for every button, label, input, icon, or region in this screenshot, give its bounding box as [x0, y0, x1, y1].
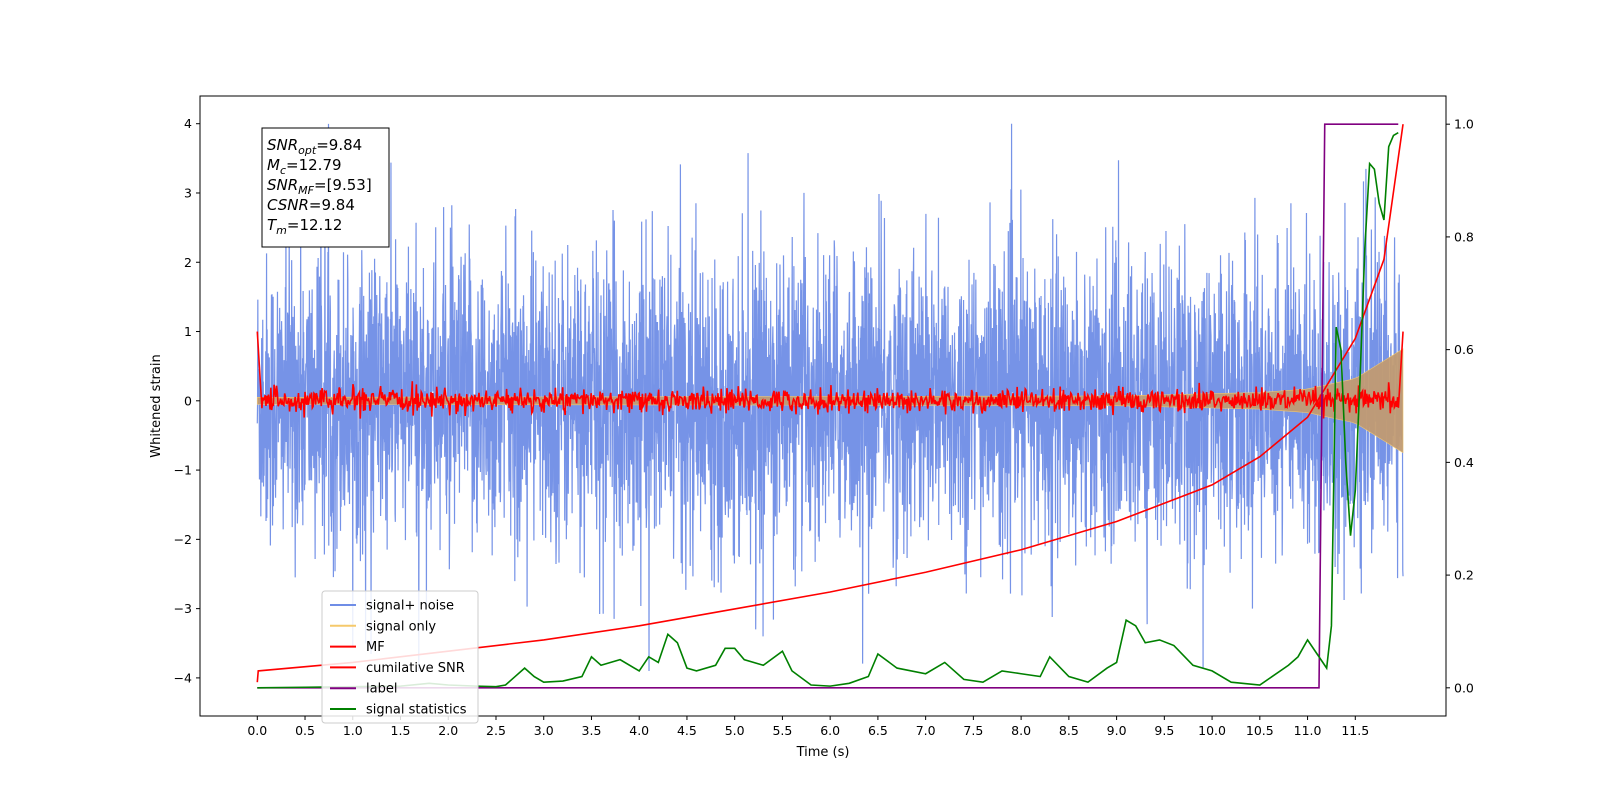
- y-axis-label: Whitened strain: [149, 354, 164, 457]
- x-tick-label: 9.5: [1154, 723, 1174, 738]
- legend: signal+ noise signal only MF cumilative SNR…: [321, 590, 479, 724]
- x-tick-label: 8.5: [1059, 723, 1079, 738]
- x-tick-label: 1.0: [343, 723, 363, 738]
- legend-entry-label: cumilative SNR: [366, 661, 465, 676]
- series-label-line: [257, 123, 1399, 689]
- y-tick-label: −4: [174, 670, 192, 685]
- legend-entry-label: signal+ noise: [366, 599, 454, 614]
- y-tick-label: 2: [184, 255, 192, 270]
- y2-tick-label: 0.8: [1454, 229, 1474, 244]
- legend-entry-label: signal statistics: [366, 703, 467, 718]
- x-tick-label: 0.0: [247, 723, 267, 738]
- x-tick-label: 4.0: [629, 723, 649, 738]
- annotation-line: CSNR=9.84: [267, 196, 355, 214]
- y-tick-label: 1: [184, 324, 192, 339]
- legend-entry-label: label: [366, 682, 397, 697]
- x-tick-label: 7.0: [916, 723, 936, 738]
- x-tick-label: 3.5: [582, 723, 602, 738]
- y2-tick-label: 0.0: [1454, 680, 1474, 695]
- y-tick-label: −2: [174, 532, 192, 547]
- x-tick-label: 11.0: [1294, 723, 1322, 738]
- y-tick-label: 4: [184, 116, 192, 131]
- y2-tick-label: 0.6: [1454, 342, 1474, 357]
- y2-tick-label: 0.2: [1454, 568, 1474, 583]
- x-tick-label: 7.5: [963, 723, 983, 738]
- series-signal-statistics-line: [257, 131, 1399, 689]
- series-signal-noise-line: [256, 123, 1404, 671]
- series-mf-line: [256, 331, 1404, 419]
- x-tick-label: 4.5: [677, 723, 697, 738]
- legend-entry-label: signal only: [366, 619, 436, 634]
- y-tick-label: 3: [184, 185, 192, 200]
- x-tick-label: 9.0: [1107, 723, 1127, 738]
- x-tick-label: 5.5: [772, 723, 792, 738]
- x-tick-label: 2.0: [438, 723, 458, 738]
- x-tick-label: 10.0: [1198, 723, 1226, 738]
- annotation-line: SNRMF=[9.53]: [267, 176, 372, 197]
- y2-tick-label: 0.4: [1454, 455, 1474, 470]
- x-tick-label: 0.5: [295, 723, 315, 738]
- annotation-line: Mc=12.79: [267, 156, 342, 177]
- y-tick-label: −1: [174, 463, 192, 478]
- plot-frame: [199, 95, 1447, 717]
- x-axis-label: Time (s): [796, 745, 850, 760]
- x-tick-label: 1.5: [391, 723, 411, 738]
- x-tick-label: 6.0: [820, 723, 840, 738]
- x-tick-label: 11.5: [1341, 723, 1369, 738]
- annotation-line: Tm=12.12: [267, 216, 342, 237]
- annotation-line: SNRopt=9.84: [267, 136, 362, 157]
- x-tick-label: 5.0: [725, 723, 745, 738]
- annotation-frame: [261, 127, 390, 248]
- y-tick-label: −3: [174, 601, 192, 616]
- x-tick-label: 3.0: [534, 723, 554, 738]
- x-tick-label: 8.0: [1011, 723, 1031, 738]
- x-tick-label: 6.5: [868, 723, 888, 738]
- y2-tick-label: 1.0: [1454, 117, 1474, 132]
- legend-frame: [321, 590, 479, 724]
- x-tick-label: 2.5: [486, 723, 506, 738]
- x-tick-label: 10.5: [1246, 723, 1274, 738]
- legend-entry-label: MF: [366, 640, 385, 655]
- stats-annotation-box: SNRopt=9.84Mc=12.79SNRMF=[9.53]CSNR=9.84…: [261, 127, 390, 248]
- y-tick-label: 0: [184, 393, 192, 408]
